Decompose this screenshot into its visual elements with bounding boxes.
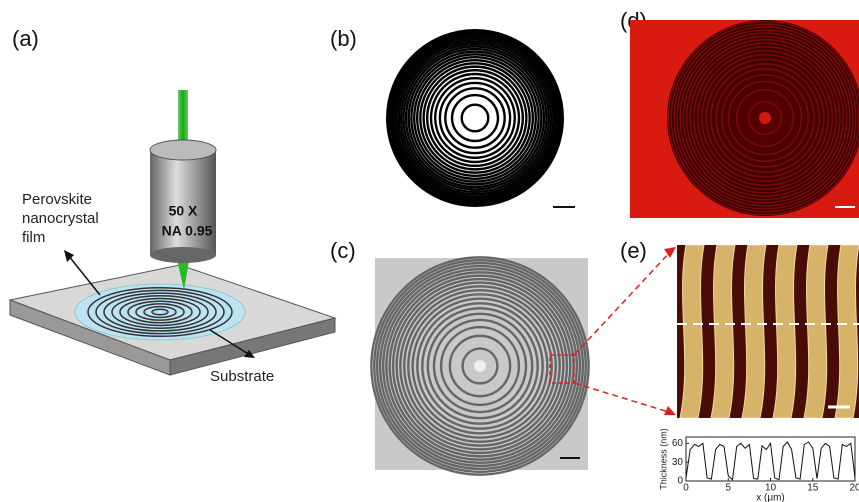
stripe: [835, 245, 859, 418]
objective-top: [150, 140, 216, 160]
ring: [414, 57, 536, 179]
ring: [440, 83, 510, 153]
ring: [427, 70, 523, 166]
ring: [390, 33, 560, 203]
objective-label: NA 0.95: [162, 223, 213, 239]
ring: [462, 105, 489, 132]
ring: [452, 95, 498, 141]
stripe: [742, 245, 766, 418]
spot: [759, 112, 771, 124]
stripe: [804, 245, 828, 418]
y-tick-label: 60: [672, 438, 684, 449]
ring: [420, 63, 529, 172]
stripe: [773, 245, 797, 418]
profile-line: [686, 442, 855, 480]
fluorescence-rings: [667, 20, 859, 216]
spot: [474, 360, 486, 372]
zoom-line: [574, 250, 672, 355]
sem-rings: [371, 257, 588, 474]
film: [75, 284, 245, 340]
ring: [399, 42, 551, 194]
panel-label: (a): [12, 26, 39, 51]
ring: [404, 47, 547, 190]
film-label: film: [22, 229, 45, 246]
film-label: Perovskite: [22, 191, 92, 208]
ring: [435, 78, 515, 158]
panel-label: (e): [620, 238, 647, 263]
stripe: [680, 245, 704, 418]
ring: [409, 52, 542, 185]
x-tick-label: 0: [683, 483, 689, 494]
zoom-line: [574, 383, 672, 413]
ring: [445, 88, 504, 147]
afm-image: [677, 245, 859, 418]
x-tick-label: 20: [849, 483, 859, 494]
x-tick-label: 5: [725, 483, 731, 494]
zone-plate: [387, 30, 563, 206]
panel-label: (b): [330, 26, 357, 51]
panel-label: (c): [330, 238, 356, 263]
objective-bottom: [150, 247, 216, 263]
x-axis-label: x (μm): [756, 493, 785, 502]
objective-label: 50 X: [169, 203, 198, 219]
substrate-label: Substrate: [210, 368, 274, 385]
ring: [394, 37, 555, 198]
profile-chart: 0306005101520x (μm)Thickness (nm): [658, 428, 859, 502]
figure: (a) 50 X NA 0.95 Perovskite nanocrystal …: [0, 0, 859, 502]
y-axis-label: Thickness (nm): [658, 428, 668, 490]
stripe: [711, 245, 735, 418]
y-tick-label: 30: [672, 457, 684, 468]
x-tick-label: 15: [807, 483, 819, 494]
film-label: nanocrystal: [22, 210, 99, 227]
